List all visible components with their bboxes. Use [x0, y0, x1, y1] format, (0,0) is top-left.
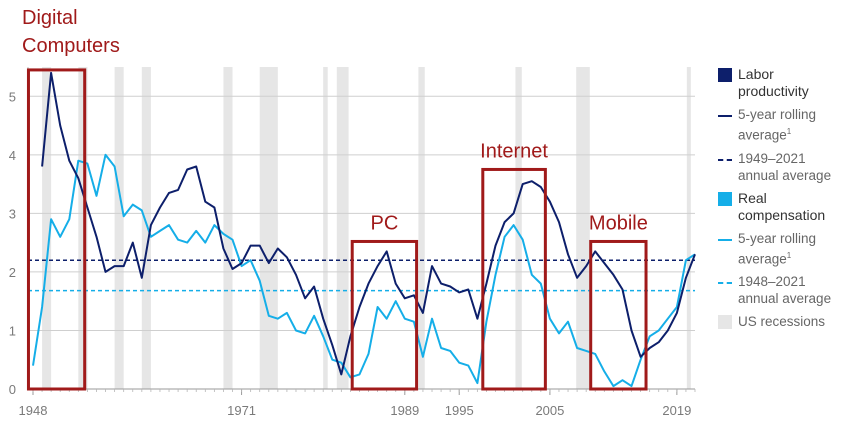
legend-entry-5: 1948–2021 annual average	[718, 273, 848, 307]
era-label-2: Internet	[480, 140, 548, 162]
recession-band-6	[323, 67, 328, 389]
legend: Labor productivity 5-year rolling average1 1…	[718, 66, 848, 336]
legend-entry-4: 5-year rolling average1	[718, 230, 848, 268]
series-line-labor	[41, 71, 696, 376]
legend-entry-0: Labor productivity	[718, 66, 848, 100]
era-box-0	[26, 68, 87, 391]
y-tick-label-2: 2	[9, 265, 16, 280]
recession-band-0	[42, 67, 52, 389]
era-label-0: Computers	[22, 35, 120, 57]
series-line-compensation	[32, 153, 696, 388]
average-lines	[28, 259, 695, 292]
era-label-3: Mobile	[589, 212, 648, 234]
legend-label-5: 1948–2021 annual average	[738, 274, 832, 306]
legend-line-sample	[718, 158, 732, 161]
legend-line-sample	[718, 238, 732, 241]
gridlines	[28, 95, 695, 331]
legend-entry-6: US recessions	[718, 313, 848, 330]
legend-key-2	[718, 152, 732, 166]
recession-band-3	[141, 67, 151, 389]
x-tick-label-1989: 1989	[390, 403, 419, 418]
legend-key-1	[718, 108, 732, 122]
y-tick-label-0: 0	[9, 382, 16, 397]
recession-band-4	[223, 67, 233, 389]
legend-label-6: US recessions	[738, 314, 826, 329]
y-tick-label-3: 3	[9, 206, 16, 221]
x-tick-label-1971: 1971	[227, 403, 256, 418]
legend-key-0	[718, 68, 732, 82]
recession-band-7	[336, 67, 349, 389]
recession-band-2	[114, 67, 124, 389]
recession-band-10	[576, 67, 590, 389]
legend-label-3: Real compensation	[738, 189, 826, 223]
legend-key-3	[718, 191, 732, 206]
y-tick-label-5: 5	[9, 89, 16, 104]
y-tick-label-4: 4	[9, 148, 16, 163]
legend-label-1: 5-year rolling average1	[738, 107, 817, 143]
x-tick-label-1948: 1948	[19, 403, 48, 418]
legend-key-4	[718, 232, 732, 246]
legend-entry-1: 5-year rolling average1	[718, 106, 848, 144]
recession-band-5	[259, 67, 278, 389]
legend-label-0: Labor productivity	[738, 66, 809, 99]
series-lines	[32, 71, 696, 388]
recession-bands	[42, 67, 691, 389]
legend-entry-2: 1949–2021 annual average	[718, 150, 848, 184]
legend-line-sample	[718, 115, 732, 117]
recession-band-11	[686, 67, 691, 389]
legend-entry-3: Real compensation	[718, 190, 848, 224]
era-label-1: PC	[371, 212, 399, 234]
era-annotations: Digital Computers PC Internet Mobile	[22, 7, 648, 391]
era-box-1	[350, 239, 419, 391]
legend-key-6	[718, 315, 732, 329]
x-tick-label-1995: 1995	[445, 403, 474, 418]
era-box-3	[589, 239, 648, 391]
era-box-2	[481, 167, 547, 391]
era-label-0: Digital	[22, 7, 78, 29]
legend-label-4: 5-year rolling average1	[738, 230, 817, 267]
legend-label-2: 1949–2021 annual average	[738, 150, 832, 183]
legend-line-sample	[718, 282, 732, 284]
recession-band-9	[515, 67, 522, 389]
recession-band-1	[78, 67, 88, 389]
legend-key-5	[718, 275, 732, 289]
x-tick-label-2005: 2005	[535, 403, 564, 418]
y-tick-label-1: 1	[9, 323, 16, 338]
x-tick-label-2019: 2019	[662, 403, 691, 418]
recession-band-8	[418, 67, 425, 389]
